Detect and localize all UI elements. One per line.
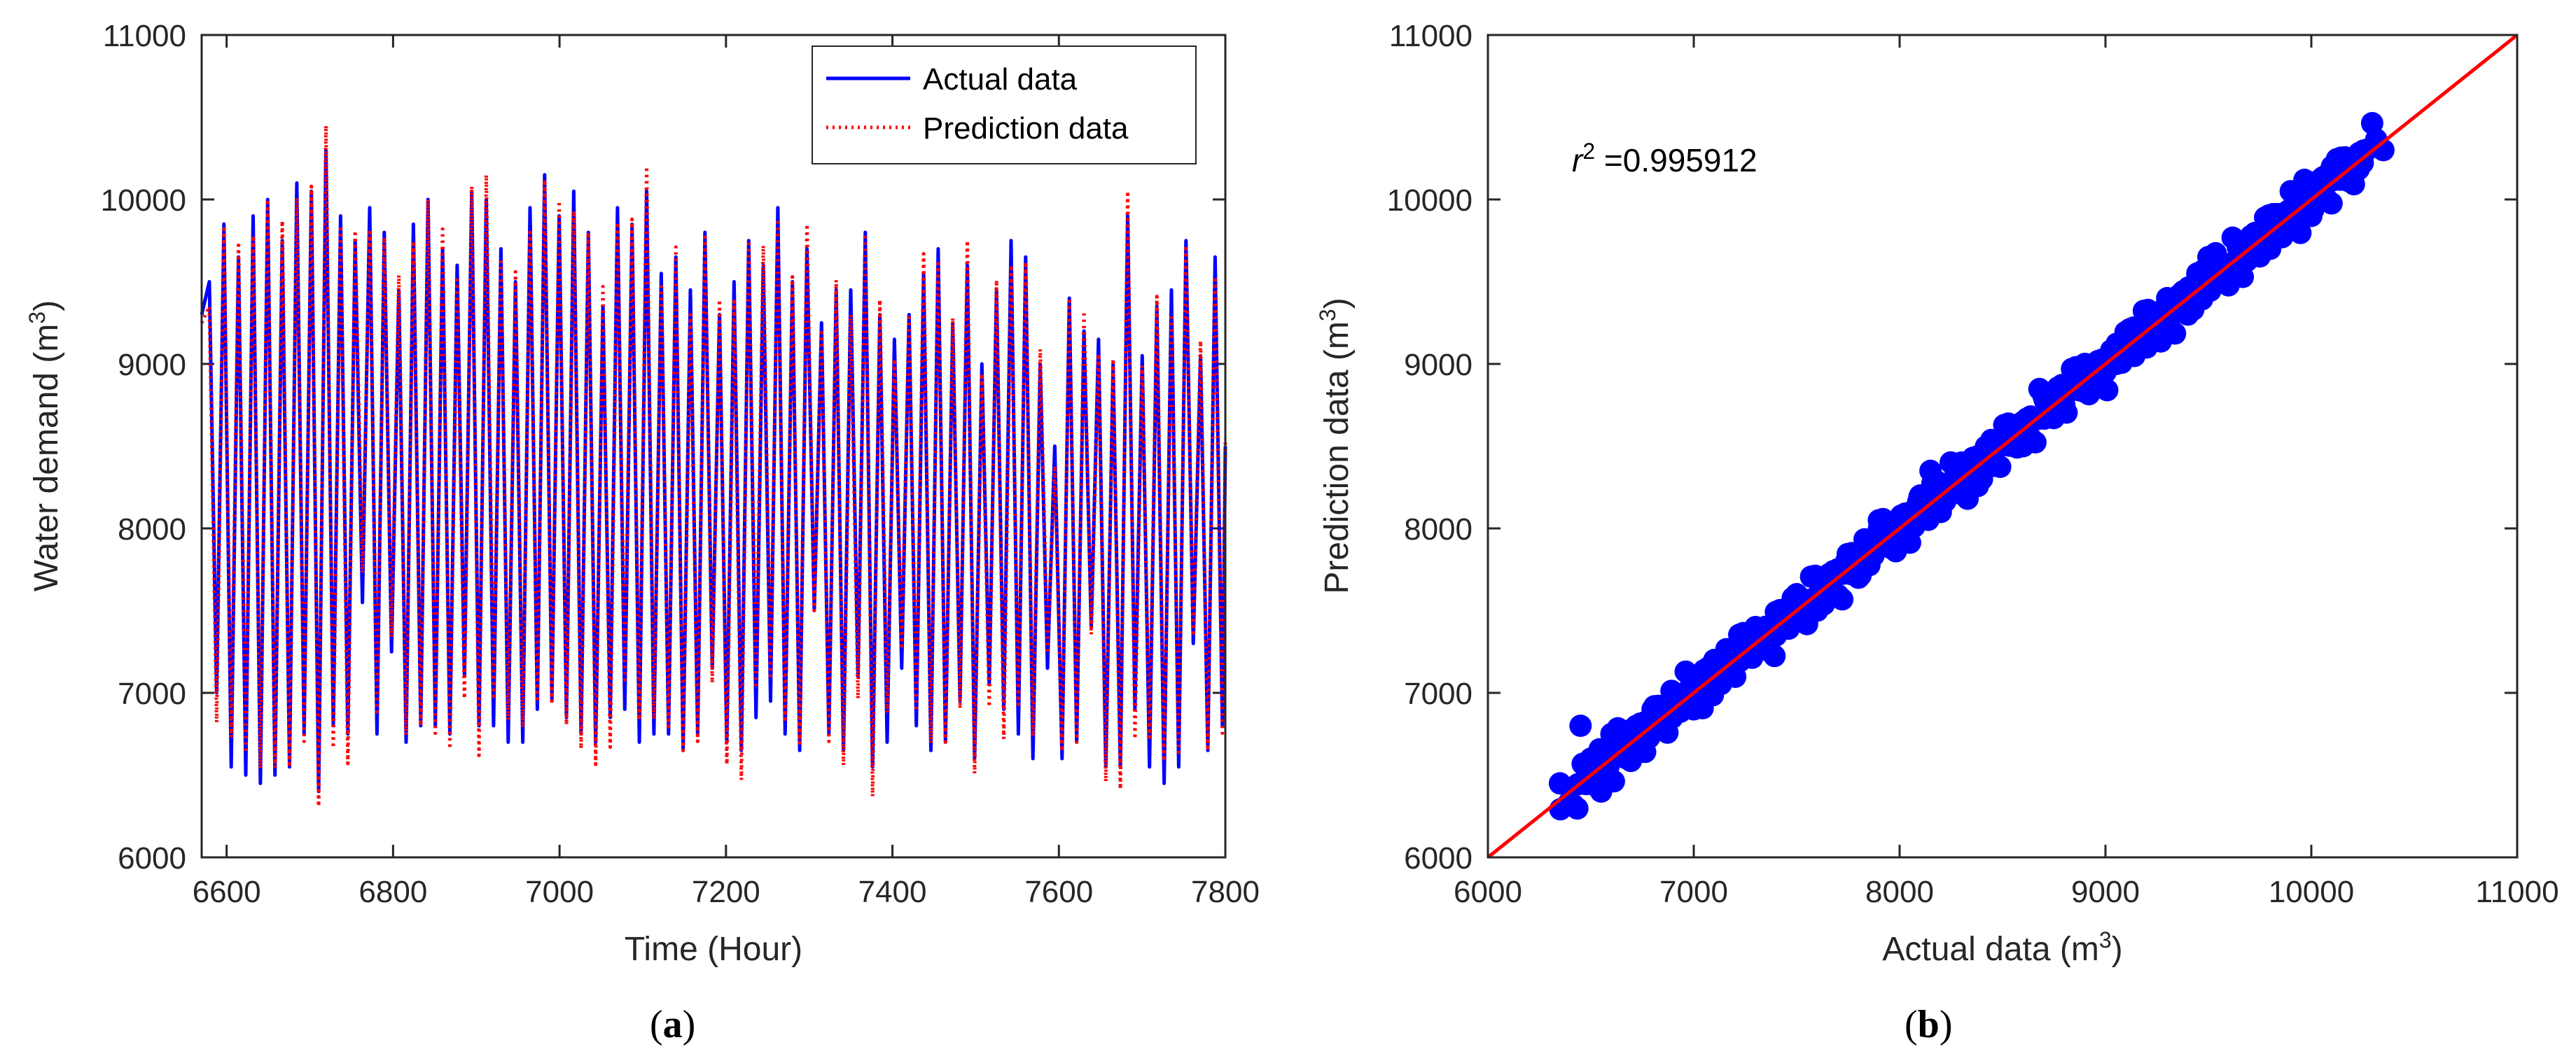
panel-a-ytick-label: 7000 [118,677,186,711]
panel-b-xtick-label: 9000 [2071,875,2140,909]
fit-line [1487,34,2519,859]
scatter-point [2285,218,2308,241]
scatter-point [1607,745,1630,768]
panel-a-xlabel: Time (Hour) [625,931,802,968]
panel-a-legend: Actual data Prediction data [812,45,1197,164]
panel-a-xtick-label: 7400 [858,875,927,909]
panel-b-ticks: 6000 7000 8000 9000 10000 11000 6000 7000 8000 90… [1387,19,2559,909]
panel-b-xtick-label: 7000 [1659,875,1728,909]
scatter-point [1602,770,1625,793]
scatter-point [2159,318,2182,341]
panel-b-ytick-label: 6000 [1404,841,1473,876]
scatter-point [1569,715,1592,737]
panel-b-ylabel-sup: 3 [1315,309,1340,321]
panel-a-ylabel-text: Water demand (m [28,324,65,591]
scatter-point [1701,684,1725,707]
caption-b: (b) [1905,1003,1952,1046]
scatter-point [2213,271,2236,294]
caption-a: (a) [650,1003,695,1046]
r-squared-annotation: r2 =0.995912 [1572,139,1757,178]
panel-b-ytick-label: 10000 [1387,183,1473,218]
panel-b-xlabel-close: ) [2112,931,2123,968]
panel-a-ylabel-sup: 3 [25,311,50,324]
scatter-point [1980,428,2003,451]
scatter-point [2124,324,2147,347]
panel-b: 6000 7000 8000 9000 10000 11000 6000 7000 8000 90… [1315,19,2559,1046]
panel-b-ytick-label: 8000 [1404,512,1473,547]
scatter-point [1895,528,1918,551]
scatter-point [1795,612,1818,635]
panel-b-ylabel-close: ) [1318,297,1356,309]
scatter-point [2087,372,2110,394]
panel-b-xtick-label: 11000 [2475,875,2558,909]
prediction-data-line [200,123,1227,808]
panel-b-ylabel: Prediction data (m3) [1315,297,1356,593]
panel-a-xtick-label: 6800 [358,875,427,909]
legend-prediction-label: Prediction data [923,111,1129,146]
panel-b-ylabel-text: Prediction data (m [1318,321,1356,594]
scatter-point [1621,717,1644,740]
scatter-point [1989,456,2012,478]
panel-a-ticks: 6600 6800 7000 7200 7400 7600 7800 6000 7000 8000… [101,19,1260,909]
caption-a-letter: a [663,1003,683,1046]
panel-a-ytick-label: 11000 [103,19,186,53]
panel-a-xtick-label: 7800 [1191,875,1260,909]
scatter-point [2360,112,2383,134]
panel-b-xtick-label: 10000 [2269,875,2354,909]
panel-a-ytick-label: 8000 [118,512,186,547]
r-symbol: r [1572,142,1584,178]
scatter-point [2232,265,2255,288]
panel-a-xtick-label: 7000 [525,875,594,909]
panel-a-ytick-label: 10000 [101,183,186,218]
panel-b-xlabel: Actual data (m3) [1882,927,2122,968]
panel-a-ylabel-close: ) [28,300,65,311]
scatter-point [2191,288,2213,311]
panel-b-xlabel-text: Actual data (m [1882,931,2098,968]
scatter-point [1679,690,1702,712]
scatter-point [1836,542,1859,565]
panel-b-ytick-label: 7000 [1404,677,1473,711]
caption-b-letter: b [1918,1003,1940,1046]
panel-a: 6600 6800 7000 7200 7400 7600 7800 6000 7000 8000… [25,19,1260,1046]
panel-a-ytick-label: 6000 [118,841,186,876]
panel-a-xtick-label: 7200 [692,875,760,909]
panel-b-frame [1487,34,2519,859]
panel-a-xtick-label: 6600 [193,875,261,909]
panel-b-xlabel-sup: 3 [2099,927,2112,953]
scatter-point [2052,381,2075,405]
scatter-point [1548,772,1571,795]
legend-actual-label: Actual data [923,62,1078,97]
panel-a-xtick-label: 7600 [1024,875,1093,909]
panel-a-frame [200,34,1227,859]
panel-a-ytick-label: 9000 [118,348,186,382]
scatter-point [1944,479,1967,503]
panel-a-ylabel: Water demand (m3) [25,300,65,591]
panel-b-xtick-label: 6000 [1454,875,1522,909]
panel-b-ytick-label: 11000 [1389,19,1473,53]
r-value: =0.995912 [1595,142,1757,178]
legend-box [812,45,1197,164]
scatter-point [1729,649,1751,673]
panel-b-xtick-label: 8000 [1865,875,1934,909]
scatter-point [1966,475,1989,498]
panel-a-series [200,123,1227,808]
panel-b-ytick-label: 9000 [1404,348,1473,382]
scatter-point [1629,737,1652,760]
r-sup: 2 [1582,139,1595,164]
